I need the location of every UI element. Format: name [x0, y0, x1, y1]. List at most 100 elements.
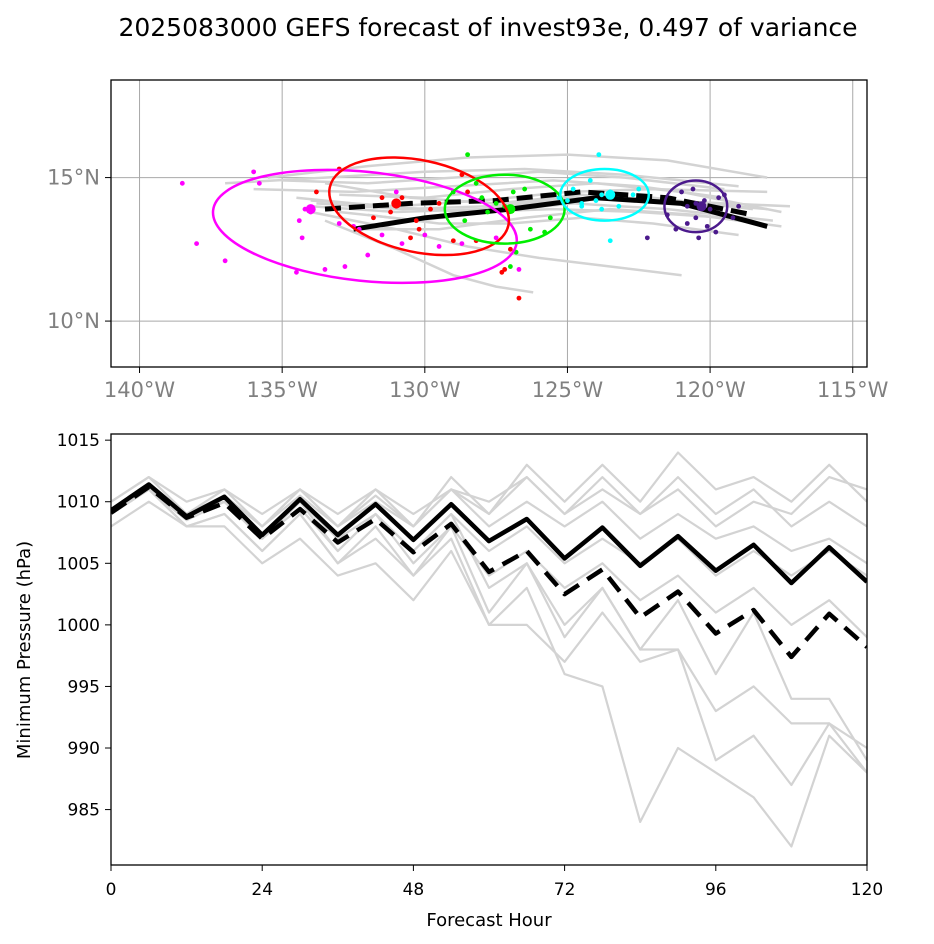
- ensemble-position-point: [485, 209, 490, 215]
- pressure-y-tick-label: 990: [68, 739, 100, 759]
- ensemble-position-point: [336, 221, 342, 226]
- ensemble-position-point: [436, 201, 442, 206]
- ensemble-position-point: [716, 195, 722, 201]
- ensemble-position-point: [510, 189, 516, 195]
- uncertainty-ellipse: [663, 179, 729, 234]
- ensemble-position-point: [422, 232, 428, 238]
- pressure-frame: [110, 433, 868, 866]
- ensemble-track: [267, 153, 768, 179]
- ensemble-position-point: [502, 267, 508, 272]
- ensemble-position-point: [547, 215, 553, 221]
- ensemble-position-point: [179, 180, 185, 186]
- map-x-tick-label: 135°W: [246, 378, 318, 402]
- ensemble-position-point: [527, 226, 533, 232]
- ensemble-position-point: [251, 169, 257, 175]
- ensemble-track: [225, 167, 739, 188]
- ensemble-position-point: [730, 215, 736, 221]
- ensemble-position-point: [713, 229, 719, 235]
- ensemble-position-point: [704, 223, 710, 229]
- map-frame: [110, 79, 868, 368]
- ensemble-position-point: [565, 198, 570, 203]
- group-mean-point: [391, 198, 402, 209]
- ensemble-position-point: [322, 267, 328, 272]
- group-mean-point: [696, 201, 707, 212]
- ensemble-position-point: [493, 235, 499, 241]
- ensemble-position-point: [696, 235, 702, 241]
- ensemble-pressure-line: [111, 488, 867, 787]
- ensemble-track: [367, 213, 739, 237]
- dashed-mean-pressure-line: [111, 484, 867, 660]
- ensemble-position-point: [479, 195, 485, 201]
- pressure-x-tick-label: 96: [705, 880, 727, 900]
- y-axis-label: Minimum Pressure (hPa): [14, 541, 35, 759]
- map-x-tick-label: 120°W: [674, 378, 746, 402]
- group-mean-point: [305, 204, 316, 215]
- pressure-ticks: 0 24 48 72 96 120 985 990 995 1000 1005 1010 1015: [57, 431, 883, 900]
- ensemble-position-point: [428, 206, 433, 212]
- ensemble-position-point: [194, 241, 199, 246]
- ensemble-position-point: [459, 241, 465, 246]
- map-gridlines: [111, 80, 867, 367]
- ensemble-position-point: [371, 215, 376, 221]
- ensemble-pressure-line: [111, 500, 867, 774]
- pressure-x-tick-label: 48: [403, 880, 425, 900]
- ensemble-position-point: [256, 180, 262, 186]
- ensemble-position-point: [599, 206, 605, 212]
- ensemble-position-point: [507, 264, 513, 269]
- map-x-tick-label: 140°W: [104, 378, 176, 402]
- pressure-x-tick-label: 0: [106, 880, 117, 900]
- pressure-y-tick-label: 995: [68, 677, 100, 697]
- pressure-y-tick-label: 1000: [57, 616, 100, 636]
- ensemble-track: [339, 182, 782, 214]
- x-axis-label: Forecast Hour: [426, 910, 552, 931]
- track-map-panel: 140°W 135°W 130°W 125°W 120°W 115°W 10°N 15°N: [47, 79, 889, 402]
- ensemble-position-point: [294, 269, 299, 275]
- pressure-x-tick-label: 72: [554, 880, 576, 900]
- ensemble-position-point: [593, 198, 599, 203]
- ensemble-position-point: [630, 192, 636, 198]
- group-mean-point: [605, 189, 616, 200]
- ensemble-pressure-line: [111, 451, 867, 528]
- ensemble-position-point: [465, 152, 471, 158]
- ensemble-pressure-line: [111, 476, 867, 528]
- ensemble-position-point: [644, 235, 650, 241]
- pressure-y-tick-label: 1010: [57, 493, 100, 513]
- ensemble-position-point: [693, 215, 699, 221]
- ensemble-position-point: [684, 203, 690, 209]
- ensemble-position-point: [473, 180, 479, 186]
- map-x-tick-label: 115°W: [817, 378, 889, 402]
- ensemble-position-point: [436, 244, 442, 249]
- ensemble-position-point: [579, 203, 585, 209]
- ensemble-position-point: [465, 189, 471, 195]
- ensemble-position-point: [450, 238, 456, 244]
- map-y-tick-label: 15°N: [47, 166, 100, 190]
- ensemble-position-point: [388, 209, 393, 215]
- ensemble-position-point: [616, 203, 622, 209]
- ensemble-position-point: [596, 152, 602, 158]
- ensemble-position-point: [399, 241, 405, 246]
- ensemble-position-point: [684, 221, 690, 226]
- ensemble-position-point: [736, 203, 742, 209]
- pressure-y-tick-label: 985: [68, 801, 100, 821]
- ensemble-position-point: [314, 189, 319, 195]
- uncertainty-ellipse: [443, 173, 566, 245]
- ensemble-position-point: [707, 206, 713, 212]
- ensemble-position-point: [507, 246, 513, 252]
- ensemble-position-point: [379, 232, 385, 238]
- ensemble-position-point: [413, 218, 419, 224]
- ensemble-position-point: [365, 252, 371, 258]
- pressure-x-tick-label: 24: [251, 880, 273, 900]
- pressure-data-layer: [111, 451, 867, 848]
- uncertainty-ellipse: [559, 167, 651, 222]
- ensemble-position-point: [342, 264, 348, 269]
- pressure-y-tick-label: 1005: [57, 554, 100, 574]
- ensemble-position-point: [587, 178, 593, 183]
- ensemble-position-point: [522, 186, 528, 192]
- map-data-layer: [179, 152, 791, 301]
- ensemble-position-point: [408, 235, 413, 241]
- ensemble-position-point: [462, 218, 468, 224]
- map-x-tick-label: 130°W: [389, 378, 461, 402]
- ensemble-position-point: [607, 238, 613, 244]
- ensemble-position-point: [516, 267, 522, 272]
- mean-pressure-line: [111, 482, 867, 586]
